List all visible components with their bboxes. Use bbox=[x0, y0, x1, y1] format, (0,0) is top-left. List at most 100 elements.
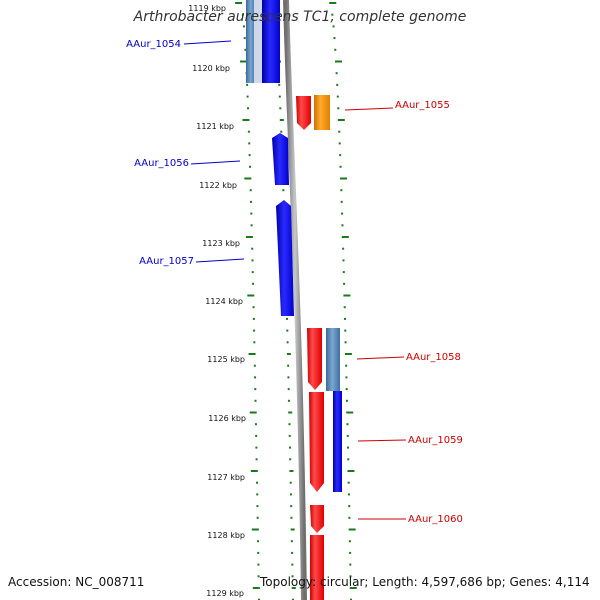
major-tick bbox=[248, 353, 256, 355]
minor-tick bbox=[248, 165, 251, 168]
major-tick bbox=[244, 177, 252, 180]
minor-tick bbox=[336, 95, 339, 98]
major-tick bbox=[235, 2, 243, 4]
major-tick bbox=[334, 60, 342, 63]
minor-tick bbox=[256, 516, 259, 519]
minor-tick bbox=[256, 493, 259, 496]
minor-tick bbox=[278, 95, 281, 98]
minor-tick bbox=[256, 505, 259, 508]
major-tick bbox=[289, 470, 294, 472]
gene-label-aaur-1057[interactable]: AAur_1057 bbox=[139, 256, 194, 267]
minor-tick bbox=[254, 376, 257, 379]
major-tick bbox=[346, 411, 354, 414]
minor-tick bbox=[255, 458, 258, 461]
gene-aaur-1059-blue[interactable] bbox=[333, 391, 342, 492]
minor-tick bbox=[348, 516, 351, 519]
tick-label: 1127 kbp bbox=[207, 473, 245, 482]
minor-tick bbox=[340, 200, 343, 203]
minor-tick bbox=[332, 25, 335, 28]
minor-tick bbox=[254, 388, 257, 391]
minor-tick bbox=[349, 575, 352, 578]
minor-tick bbox=[252, 317, 255, 320]
leader-line-aaur-1059 bbox=[357, 439, 407, 442]
minor-tick bbox=[252, 282, 255, 285]
gene-aaur-1054[interactable] bbox=[246, 0, 256, 83]
minor-tick bbox=[248, 154, 251, 157]
minor-tick bbox=[279, 107, 282, 110]
minor-tick bbox=[344, 317, 347, 320]
minor-tick bbox=[346, 423, 349, 426]
gene-aaur-1058-red[interactable] bbox=[307, 328, 322, 390]
minor-tick bbox=[256, 481, 259, 484]
minor-tick bbox=[286, 341, 289, 344]
gene-label-aaur-1056[interactable]: AAur_1056 bbox=[134, 158, 189, 169]
minor-tick bbox=[280, 130, 283, 133]
genome-backbone bbox=[283, 0, 307, 600]
minor-tick bbox=[246, 95, 249, 98]
forward-strand-genes bbox=[246, 0, 294, 316]
minor-tick bbox=[334, 48, 337, 51]
minor-tick bbox=[343, 306, 346, 309]
tick-label: 1121 kbp bbox=[196, 122, 234, 131]
major-tick bbox=[279, 119, 284, 121]
tick-label: 1126 kbp bbox=[208, 414, 246, 423]
minor-tick bbox=[344, 329, 347, 332]
gene-aaur-1057[interactable] bbox=[276, 200, 294, 316]
minor-tick bbox=[249, 200, 252, 203]
minor-tick bbox=[248, 142, 251, 145]
accession-text: Accession: NC_008711 bbox=[8, 575, 145, 589]
gene-aaur-1054-blue[interactable] bbox=[262, 0, 280, 83]
map-title: Arthrobacter aurescens TC1, complete gen… bbox=[133, 9, 467, 25]
minor-tick bbox=[246, 83, 249, 86]
leader-line-aaur-1056 bbox=[190, 160, 241, 165]
minor-tick bbox=[347, 493, 350, 496]
minor-tick bbox=[287, 388, 290, 391]
minor-tick bbox=[287, 399, 290, 402]
gene-label-aaur-1054[interactable]: AAur_1054 bbox=[126, 39, 181, 50]
gene-aaur-1059-red[interactable] bbox=[309, 392, 324, 492]
minor-tick bbox=[253, 341, 256, 344]
leader-line-aaur-1055 bbox=[344, 107, 394, 111]
minor-tick bbox=[257, 540, 260, 543]
gene-label-aaur-1055[interactable]: AAur_1055 bbox=[395, 100, 450, 111]
gene-aaur-1060[interactable] bbox=[310, 505, 324, 533]
gene-label-lines bbox=[183, 40, 407, 520]
gene-aaur-1055-orange[interactable] bbox=[314, 95, 330, 130]
gene-aaur-1058-steel[interactable] bbox=[326, 328, 340, 391]
minor-tick bbox=[342, 247, 345, 250]
minor-tick bbox=[347, 458, 350, 461]
minor-tick bbox=[250, 212, 253, 215]
gene-aaur-1056[interactable] bbox=[272, 133, 289, 185]
minor-tick bbox=[251, 259, 254, 262]
minor-tick bbox=[253, 329, 256, 332]
gene-next-red[interactable] bbox=[310, 535, 324, 600]
tick-label: 1129 kbp bbox=[206, 589, 244, 598]
minor-tick bbox=[250, 224, 253, 227]
minor-tick bbox=[253, 364, 256, 367]
tick-label: 1125 kbp bbox=[207, 355, 245, 364]
minor-tick bbox=[339, 154, 342, 157]
minor-tick bbox=[257, 563, 260, 566]
major-tick bbox=[291, 587, 296, 589]
minor-tick bbox=[290, 540, 293, 543]
gene-aaur-1054-light bbox=[254, 0, 262, 83]
gene-label-aaur-1058[interactable]: AAur_1058 bbox=[406, 352, 461, 363]
major-tick bbox=[347, 470, 355, 472]
minor-tick bbox=[291, 551, 294, 554]
gene-label-aaur-1060[interactable]: AAur_1060 bbox=[408, 514, 463, 525]
minor-tick bbox=[335, 72, 338, 75]
tick-label: 1123 kbp bbox=[202, 239, 240, 248]
major-tick bbox=[329, 2, 337, 4]
major-tick bbox=[343, 294, 351, 297]
leader-line-aaur-1054 bbox=[183, 40, 232, 45]
gene-label-aaur-1059[interactable]: AAur_1059 bbox=[408, 435, 463, 446]
gene-aaur-1055-red[interactable] bbox=[296, 96, 311, 130]
minor-tick bbox=[251, 271, 254, 274]
minor-tick bbox=[291, 598, 294, 600]
minor-tick bbox=[345, 376, 348, 379]
minor-tick bbox=[252, 306, 255, 309]
minor-tick bbox=[243, 37, 246, 40]
major-tick bbox=[247, 294, 255, 297]
minor-tick bbox=[336, 83, 339, 86]
